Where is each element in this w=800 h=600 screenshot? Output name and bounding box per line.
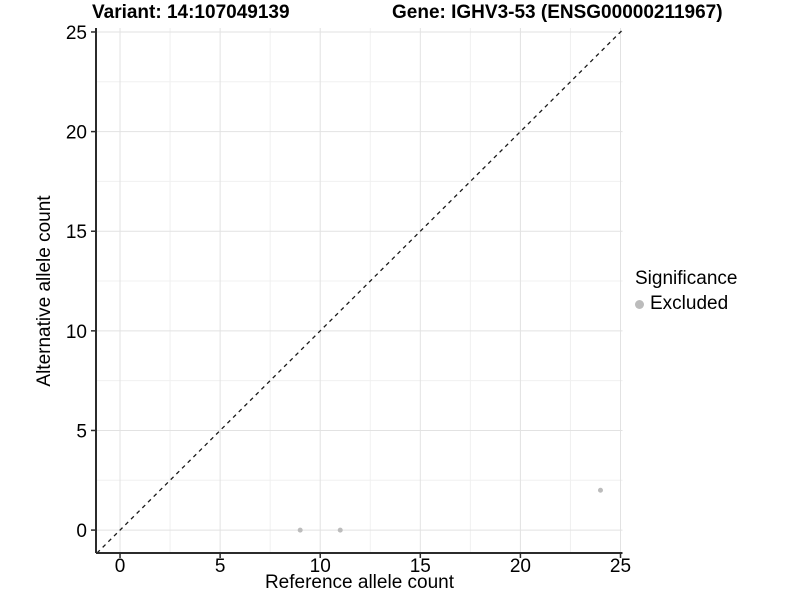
legend-item-label: Excluded xyxy=(650,293,729,314)
data-point xyxy=(337,527,343,533)
x-tick-label: 25 xyxy=(610,556,631,577)
x-tick-label: 20 xyxy=(510,556,531,577)
data-point xyxy=(597,487,603,493)
y-axis-title: Alternative allele count xyxy=(34,195,55,387)
x-tick-label: 10 xyxy=(310,556,331,577)
y-tick-label: 10 xyxy=(66,322,87,343)
legend-items: Excluded xyxy=(635,293,737,315)
legend-title: Significance xyxy=(635,268,738,289)
x-tick-label: 15 xyxy=(410,556,431,577)
gridlines-minor xyxy=(96,28,623,553)
x-tick-label: 0 xyxy=(115,556,126,577)
x-tick-label: 5 xyxy=(215,556,226,577)
y-tick-label: 5 xyxy=(76,421,87,442)
data-points xyxy=(297,487,603,533)
circle-icon xyxy=(635,299,644,309)
gridlines-major xyxy=(96,28,623,553)
y-tick-label: 0 xyxy=(76,521,87,542)
identity-reference-line xyxy=(96,29,623,554)
y-tick-label: 25 xyxy=(66,23,87,44)
legend-item: Excluded xyxy=(635,293,737,315)
x-axis-title: Reference allele count xyxy=(264,572,455,593)
y-tick-label: 20 xyxy=(66,123,87,144)
axis-ticks: 0 5 10 15 20 25 0 5 10 15 20 25 xyxy=(66,23,631,577)
data-point xyxy=(297,527,303,533)
legend: Significance Excluded xyxy=(635,268,737,315)
plot-title-left: Variant: 14:107049139 xyxy=(92,2,290,23)
plot-title-right: Gene: IGHV3-53 (ENSG00000211967) xyxy=(392,2,723,23)
y-tick-label: 15 xyxy=(66,222,87,243)
